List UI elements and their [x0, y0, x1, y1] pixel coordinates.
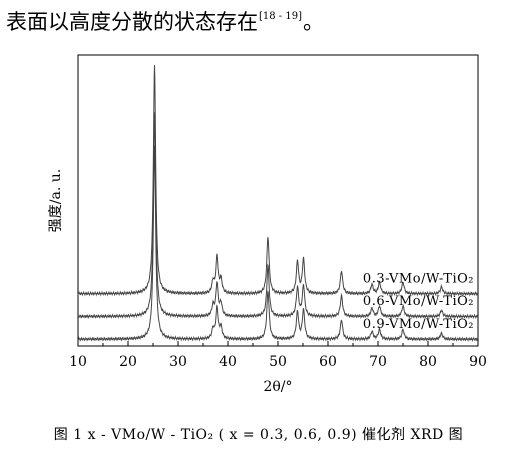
xrd-series-line-3: [77, 145, 479, 343]
x-tick-label: 20: [119, 354, 137, 370]
figure-caption: 图 1 x - VMo/W - TiO₂ ( x = 0.3, 0.6, 0.9…: [53, 427, 464, 443]
x-tick-label: 30: [169, 354, 187, 370]
x-tick-label: 40: [219, 354, 237, 370]
xrd-series-line-2: [77, 112, 479, 320]
header-text: 表面以高度分散的状态存在: [6, 10, 258, 34]
y-axis-label: 强度/a. u.: [48, 169, 64, 232]
top-text-line: 表面以高度分散的状态存在[18 - 19]。: [6, 2, 324, 37]
series-label-2: 0.6-VMo/W-TiO₂: [363, 294, 474, 309]
citation-reference[interactable]: [18 - 19]: [259, 11, 302, 22]
x-tick-label: 10: [69, 354, 87, 370]
x-axis-label: 2θ/°: [263, 379, 292, 395]
x-tick-label: 70: [369, 354, 387, 370]
x-tick-label: 50: [269, 354, 287, 370]
x-tick-label: 90: [469, 354, 487, 370]
series-label-3: 0.9-VMo/W-TiO₂: [363, 317, 474, 332]
x-tick-label: 60: [319, 354, 337, 370]
series-label-1: 0.3-VMo/W-TiO₂: [363, 271, 474, 286]
header-end-punctuation: 。: [303, 10, 324, 34]
x-tick-label: 80: [419, 354, 437, 370]
xrd-series-line-1: [77, 65, 479, 297]
